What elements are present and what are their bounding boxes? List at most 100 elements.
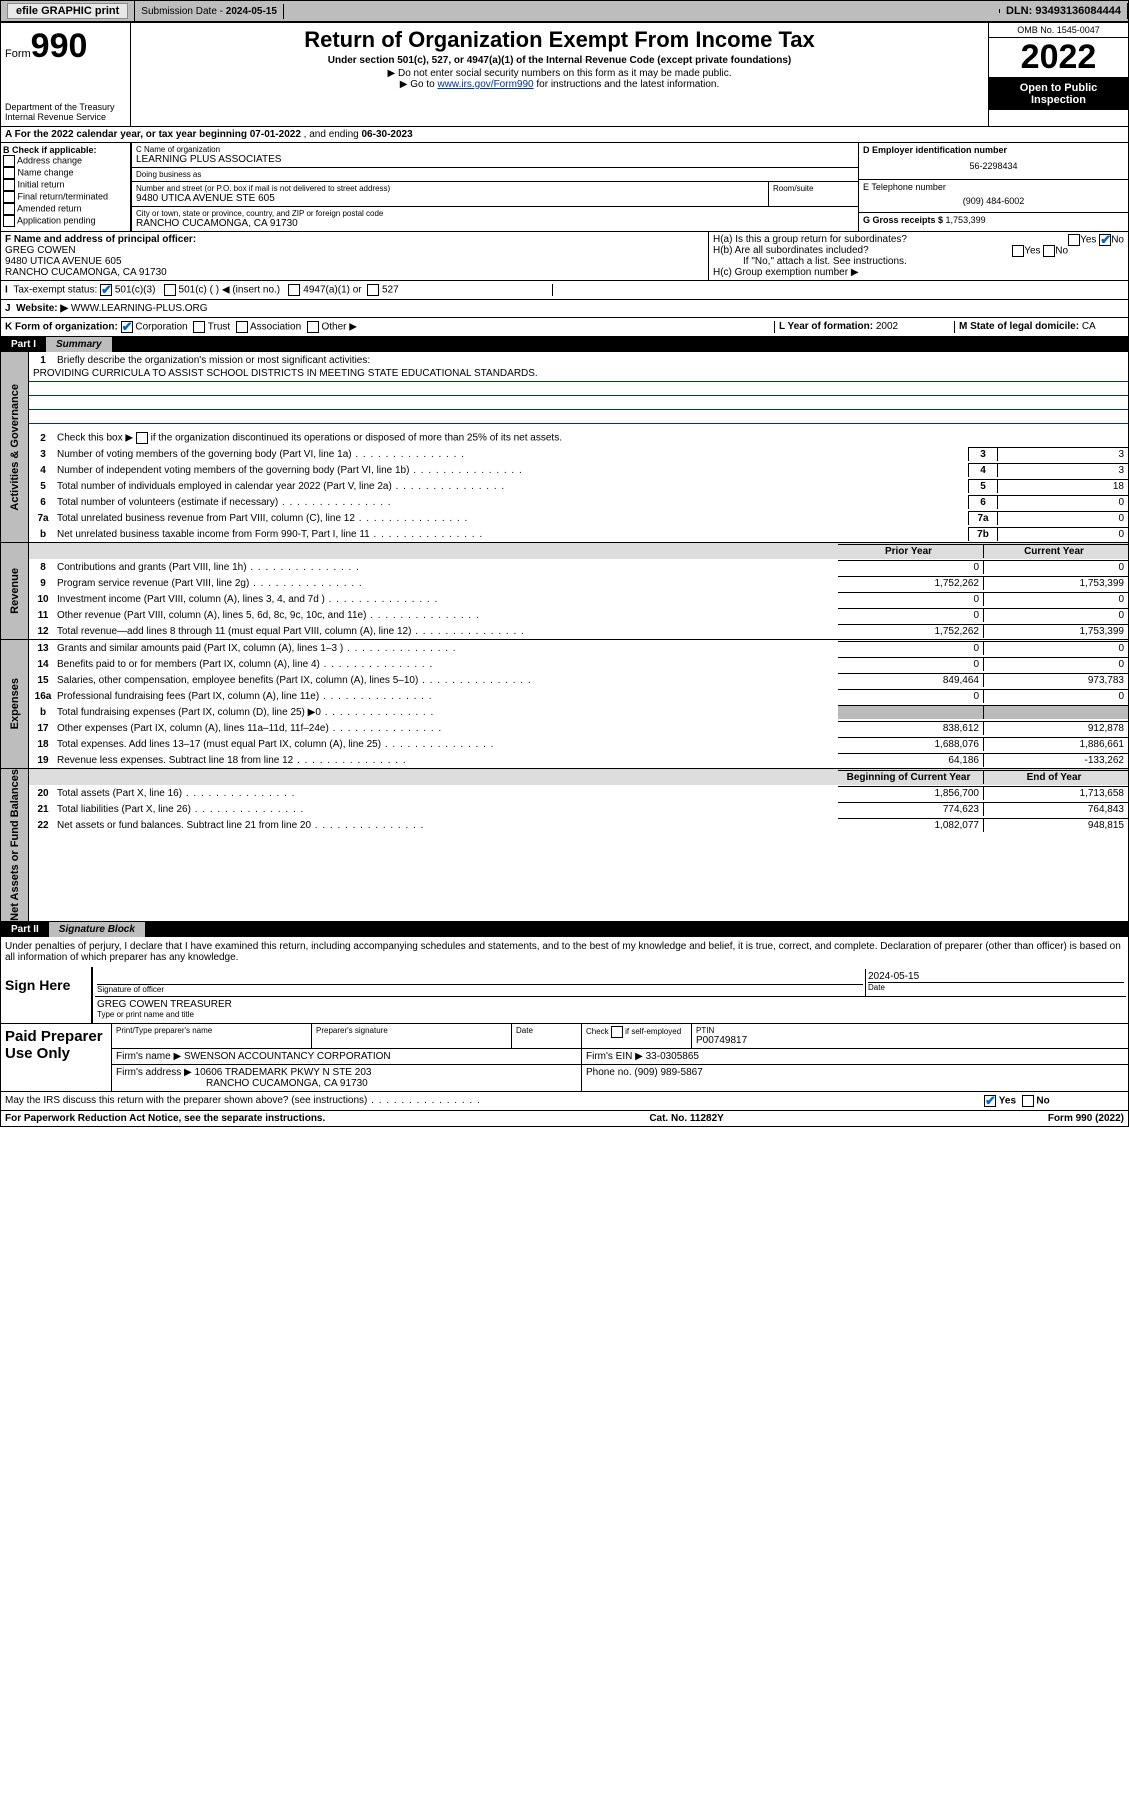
city-value: RANCHO CUCAMONGA, CA 91730 <box>136 218 854 229</box>
line-21-text: Total liabilities (Part X, line 26) <box>57 804 838 815</box>
line-5-num: 5 <box>968 479 998 493</box>
trust-checkbox[interactable] <box>193 321 205 333</box>
self-employed-cell: Check if self-employed <box>582 1024 692 1048</box>
line-7b-val: 0 <box>998 527 1128 541</box>
line-13-current: 0 <box>983 641 1128 655</box>
line-7b-num: 7b <box>968 527 998 541</box>
line-15-current: 973,783 <box>983 673 1128 687</box>
line-6-num: 6 <box>968 495 998 509</box>
ptin-value: P00749817 <box>696 1035 1124 1046</box>
4947a1-checkbox[interactable] <box>288 284 300 296</box>
signature-label: Signature of officer <box>97 985 863 994</box>
instructions-link-line: ▶ Go to www.irs.gov/Form990 for instruct… <box>139 79 980 90</box>
line-20-text: Total assets (Part X, line 16) <box>57 788 838 799</box>
line-12-text: Total revenue—add lines 8 through 11 (mu… <box>57 626 838 637</box>
phone-label: E Telephone number <box>863 182 946 192</box>
sign-here-label: Sign Here <box>1 967 91 1023</box>
form-title-block: Return of Organization Exempt From Incom… <box>131 23 988 126</box>
527-checkbox[interactable] <box>367 284 379 296</box>
date-label: Date <box>868 982 1124 992</box>
form-990: Form990 Department of the Treasury Inter… <box>0 22 1129 1127</box>
preparer-name-label: Print/Type preparer's name <box>116 1026 307 1035</box>
line-20-current: 1,713,658 <box>983 786 1128 800</box>
discuss-yes[interactable] <box>984 1095 996 1107</box>
paid-preparer-label: Paid Preparer Use Only <box>1 1024 111 1091</box>
discuss-line: May the IRS discuss this return with the… <box>1 1092 1128 1110</box>
corporation-checkbox[interactable] <box>121 321 133 333</box>
group-return-no[interactable] <box>1099 234 1111 246</box>
line-17-current: 912,878 <box>983 721 1128 735</box>
group-return-yes[interactable] <box>1068 234 1080 246</box>
section-f: F Name and address of principal officer:… <box>1 232 708 280</box>
ssn-warning: ▶ Do not enter social security numbers o… <box>139 68 980 79</box>
org-name: LEARNING PLUS ASSOCIATES <box>136 154 854 165</box>
501c3-checkbox[interactable] <box>100 284 112 296</box>
self-employed-checkbox[interactable] <box>611 1026 623 1038</box>
line-22-current: 948,815 <box>983 818 1128 832</box>
firm-addr2: RANCHO CUCAMONGA, CA 91730 <box>116 1078 368 1089</box>
line-18-prior: 1,688,076 <box>838 737 983 751</box>
line-20-prior: 1,856,700 <box>838 786 983 800</box>
line-8-text: Contributions and grants (Part VIII, lin… <box>57 562 838 573</box>
preparer-sig-label: Preparer's signature <box>316 1026 507 1035</box>
submission-date: Submission Date - 2024-05-15 <box>135 4 284 19</box>
line-18-text: Total expenses. Add lines 13–17 (must eq… <box>57 739 838 750</box>
line-3-val: 3 <box>998 447 1128 461</box>
preparer-date-label: Date <box>516 1026 577 1035</box>
signature-date: 2024-05-15 <box>868 971 1124 982</box>
name-change-checkbox[interactable] <box>3 167 15 179</box>
line-11-prior: 0 <box>838 608 983 622</box>
street-value: 9480 UTICA AVENUE STE 605 <box>136 193 764 204</box>
line-13-text: Grants and similar amounts paid (Part IX… <box>57 643 838 654</box>
line-10-current: 0 <box>983 592 1128 606</box>
line-16a-current: 0 <box>983 689 1128 703</box>
top-toolbar: efile GRAPHIC print Submission Date - 20… <box>0 0 1129 22</box>
initial-return-checkbox[interactable] <box>3 179 15 191</box>
omb-number: OMB No. 1545-0047 <box>989 23 1128 38</box>
page-footer: For Paperwork Reduction Act Notice, see … <box>1 1110 1128 1126</box>
section-k: K Form of organization: Corporation Trus… <box>1 318 1128 337</box>
public-inspection-badge: Open to Public Inspection <box>989 78 1128 110</box>
efile-print-button[interactable]: efile GRAPHIC print <box>7 3 128 19</box>
other-checkbox[interactable] <box>307 321 319 333</box>
line-19-prior: 64,186 <box>838 753 983 767</box>
street-label: Number and street (or P.O. box if mail i… <box>136 184 764 193</box>
line-15-text: Salaries, other compensation, employee b… <box>57 675 838 686</box>
line-9-prior: 1,752,262 <box>838 576 983 590</box>
line-5-val: 18 <box>998 479 1128 493</box>
firm-phone-label: Phone no. <box>586 1067 634 1078</box>
line-17-text: Other expenses (Part IX, column (A), lin… <box>57 723 838 734</box>
firm-addr1: 10606 TRADEMARK PKWY N STE 203 <box>195 1067 372 1078</box>
subordinates-yes[interactable] <box>1012 245 1024 257</box>
line-3-num: 3 <box>968 447 998 461</box>
governance-tab: Activities & Governance <box>1 352 29 542</box>
line-2: Check this box ▶ if the organization dis… <box>57 432 1128 444</box>
dln: DLN: 93493136084444 <box>1000 3 1128 19</box>
instructions-link[interactable]: www.irs.gov/Form990 <box>437 79 533 90</box>
line-6-text: Total number of volunteers (estimate if … <box>57 497 968 508</box>
address-change-checkbox[interactable] <box>3 155 15 167</box>
city-label: City or town, state or province, country… <box>136 209 854 218</box>
line-7a-num: 7a <box>968 511 998 525</box>
line-12-current: 1,753,399 <box>983 624 1128 638</box>
line-3-text: Number of voting members of the governin… <box>57 449 968 460</box>
501c-checkbox[interactable] <box>164 284 176 296</box>
subordinates-no[interactable] <box>1043 245 1055 257</box>
line-4-val: 3 <box>998 463 1128 477</box>
website-value: WWW.LEARNING-PLUS.ORG <box>71 303 208 314</box>
discuss-no[interactable] <box>1022 1095 1034 1107</box>
amended-return-checkbox[interactable] <box>3 203 15 215</box>
firm-ein: 33-0305865 <box>646 1051 699 1062</box>
line-9-text: Program service revenue (Part VIII, line… <box>57 578 838 589</box>
final-return-checkbox[interactable] <box>3 191 15 203</box>
discontinued-checkbox[interactable] <box>136 432 148 444</box>
line-22-prior: 1,082,077 <box>838 818 983 832</box>
revenue-tab: Revenue <box>1 543 29 639</box>
line-21-current: 764,843 <box>983 802 1128 816</box>
section-i: I Tax-exempt status: 501(c)(3) 501(c) ( … <box>5 284 553 296</box>
application-pending-checkbox[interactable] <box>3 215 15 227</box>
association-checkbox[interactable] <box>236 321 248 333</box>
omb-year-box: OMB No. 1545-0047 2022 Open to Public In… <box>988 23 1128 126</box>
line-10-prior: 0 <box>838 592 983 606</box>
line-5-text: Total number of individuals employed in … <box>57 481 968 492</box>
